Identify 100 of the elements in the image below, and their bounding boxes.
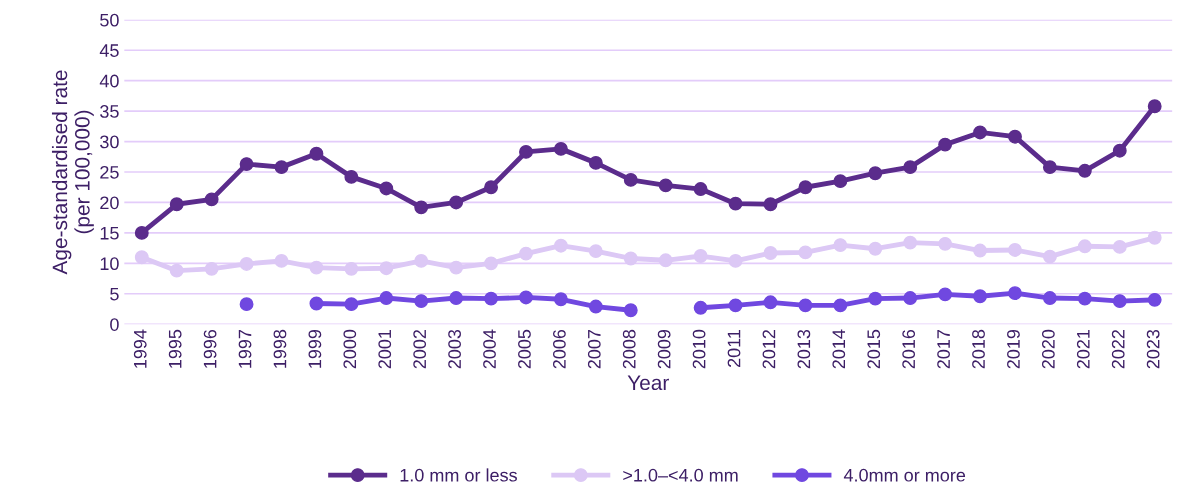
point bbox=[1112, 143, 1127, 158]
point bbox=[344, 261, 359, 276]
point bbox=[274, 253, 289, 268]
point bbox=[344, 169, 359, 184]
point bbox=[519, 290, 533, 305]
y-tick-label: 25 bbox=[100, 165, 119, 179]
point bbox=[728, 196, 743, 211]
point bbox=[169, 263, 184, 278]
y-tick-label: 5 bbox=[110, 287, 119, 301]
point bbox=[973, 243, 988, 258]
point bbox=[693, 249, 708, 263]
point bbox=[449, 260, 464, 275]
y-tick-label: 0 bbox=[110, 318, 119, 331]
point bbox=[239, 297, 254, 312]
point bbox=[868, 166, 883, 181]
point bbox=[1008, 286, 1022, 301]
y-tick-label: 50 bbox=[100, 13, 119, 27]
x-tick-label: 2008 bbox=[622, 329, 636, 369]
point bbox=[623, 251, 638, 266]
y-tick-label: 30 bbox=[100, 135, 119, 149]
point bbox=[658, 253, 673, 268]
x-tick-label: 2010 bbox=[692, 329, 706, 369]
y-tick-label: 20 bbox=[100, 196, 119, 210]
point bbox=[658, 178, 673, 193]
point bbox=[623, 303, 638, 318]
point bbox=[484, 291, 499, 306]
point bbox=[728, 253, 743, 268]
legend-label: 4.0mm or more bbox=[843, 468, 966, 482]
point bbox=[449, 195, 464, 210]
point bbox=[973, 289, 988, 304]
point bbox=[1147, 99, 1162, 114]
x-tick-label: 2007 bbox=[587, 329, 601, 369]
point bbox=[938, 137, 953, 152]
point bbox=[484, 256, 499, 271]
point bbox=[484, 180, 499, 195]
x-tick-label: 2022 bbox=[1111, 329, 1125, 369]
point bbox=[903, 160, 918, 175]
point bbox=[798, 245, 813, 260]
point bbox=[1008, 243, 1022, 257]
point bbox=[309, 146, 324, 161]
x-tick-label: 2004 bbox=[483, 329, 496, 369]
x-tick-label: 2002 bbox=[413, 329, 427, 369]
x-tick-label: 2009 bbox=[657, 329, 671, 369]
y-tick-label: 10 bbox=[100, 257, 119, 271]
y-tick-label: 35 bbox=[100, 105, 119, 118]
point bbox=[868, 241, 883, 256]
x-tick-label: 2018 bbox=[972, 329, 985, 369]
point bbox=[1042, 291, 1057, 305]
x-tick-label: 2023 bbox=[1146, 329, 1160, 369]
y-tick-label: 15 bbox=[100, 227, 119, 240]
x-tick-label: 2019 bbox=[1007, 329, 1020, 369]
x-tick-label: 2012 bbox=[762, 329, 776, 369]
point bbox=[833, 238, 848, 253]
x-tick-label: 2015 bbox=[867, 329, 881, 369]
point bbox=[1112, 239, 1127, 254]
point bbox=[798, 298, 813, 313]
point bbox=[379, 291, 394, 305]
legend-label: 1.0 mm or less bbox=[400, 468, 517, 482]
x-tick-label: 2006 bbox=[552, 329, 566, 369]
point bbox=[588, 299, 603, 314]
point bbox=[588, 155, 603, 170]
x-tick-label: 2017 bbox=[937, 329, 950, 369]
x-tick-label: 1995 bbox=[168, 329, 182, 368]
point bbox=[274, 160, 289, 175]
y-tick-label: 40 bbox=[99, 74, 119, 88]
x-tick-label: 2014 bbox=[832, 329, 846, 369]
point bbox=[309, 260, 324, 275]
x-tick-label: 2011 bbox=[727, 329, 741, 368]
x-tick-label: 2016 bbox=[902, 329, 916, 369]
point bbox=[309, 296, 324, 311]
x-axis-title: Year bbox=[627, 375, 669, 391]
point bbox=[903, 291, 918, 305]
point bbox=[623, 172, 638, 187]
point bbox=[553, 292, 568, 307]
point bbox=[204, 261, 219, 276]
x-tick-label: 1994 bbox=[133, 329, 147, 368]
legend-label: >1.0–<4.0 mm bbox=[623, 468, 738, 482]
point bbox=[833, 298, 848, 313]
x-tick-label: 1999 bbox=[308, 329, 322, 368]
point bbox=[938, 287, 953, 302]
point bbox=[553, 141, 568, 156]
point bbox=[134, 225, 149, 240]
y-tick-label: 45 bbox=[99, 44, 119, 57]
point bbox=[414, 294, 429, 309]
point bbox=[1077, 163, 1092, 178]
point bbox=[693, 182, 708, 197]
point bbox=[798, 180, 813, 195]
point bbox=[588, 244, 603, 259]
point bbox=[938, 236, 953, 251]
y-axis-title: Age-standardised rate (per 100,000) bbox=[51, 70, 94, 275]
x-tick-label: 2013 bbox=[797, 329, 811, 369]
point bbox=[344, 297, 359, 312]
point bbox=[1077, 239, 1092, 254]
point bbox=[1042, 160, 1057, 175]
point bbox=[728, 298, 743, 313]
point bbox=[379, 261, 394, 276]
point bbox=[1147, 292, 1162, 307]
x-tick-label: 1998 bbox=[273, 329, 287, 368]
point bbox=[693, 300, 708, 315]
x-tick-label: 1996 bbox=[203, 329, 217, 368]
